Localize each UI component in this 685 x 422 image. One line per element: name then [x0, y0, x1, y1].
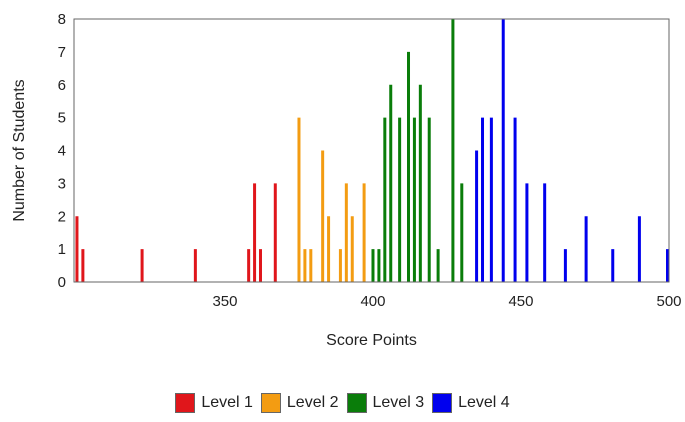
bar-level-3: [412, 117, 416, 282]
bar-level-4: [481, 117, 485, 282]
legend-swatch-level-1: [175, 393, 196, 413]
y-tick-label: 0: [58, 274, 66, 291]
bar-level-4: [563, 249, 567, 282]
bar-level-3: [371, 249, 375, 282]
bar-level-3: [377, 249, 381, 282]
bar-level-4: [489, 117, 493, 282]
legend: Level 1 Level 2 Level 3 Level 4: [0, 393, 685, 413]
x-tick-label: 350: [212, 293, 237, 310]
y-tick-label: 3: [58, 175, 66, 192]
bar-level-3: [418, 84, 422, 282]
bar-level-4: [637, 216, 641, 282]
bar-level-2: [327, 216, 331, 282]
y-tick-label: 1: [58, 241, 66, 258]
bar-level-3: [383, 117, 387, 282]
bar-level-3: [436, 249, 440, 282]
bar-level-4: [543, 183, 547, 282]
bar-level-4: [513, 117, 517, 282]
bar-level-2: [344, 183, 348, 282]
tick-labels: 0 1 2 3 4 5 6 7 8 350 400 450 500: [58, 11, 682, 310]
bar-level-3: [451, 19, 455, 282]
y-axis-label: Number of Students: [11, 79, 28, 221]
x-tick-label: 400: [360, 293, 385, 310]
bar-level-1: [193, 249, 197, 282]
bar-level-4: [525, 183, 529, 282]
bar-level-1: [140, 249, 144, 282]
bar-level-3: [427, 117, 431, 282]
bar-level-1: [273, 183, 277, 282]
y-tick-label: 7: [58, 44, 66, 61]
legend-item-level-2: Level 2: [260, 393, 339, 413]
chart: 0 1 2 3 4 5 6 7 8 350 400 450 500 Score Points Numbe…: [11, 11, 682, 349]
plot-frame: [73, 18, 670, 283]
x-axis-label: Score Points: [326, 332, 417, 349]
legend-swatch-level-3: [346, 393, 367, 413]
bar-level-3: [389, 84, 393, 282]
legend-swatch-level-4: [432, 393, 453, 413]
bar-level-4: [666, 249, 669, 282]
bar-level-3: [407, 51, 411, 282]
bar-level-3: [460, 183, 464, 282]
legend-label-level-3: Level 3: [372, 394, 425, 411]
bar-level-2: [350, 216, 354, 282]
y-tick-label: 8: [58, 11, 66, 28]
legend-item-level-3: Level 3: [346, 393, 425, 413]
bar-level-2: [321, 150, 325, 282]
bar-level-3: [398, 117, 402, 282]
bar-level-2: [362, 183, 366, 282]
x-tick-label: 500: [656, 293, 681, 310]
y-tick-label: 5: [58, 110, 66, 127]
bar-level-1: [258, 249, 262, 282]
bar-level-1: [247, 249, 251, 282]
legend-item-level-1: Level 1: [175, 393, 253, 413]
bar-level-2: [303, 249, 307, 282]
legend-label-level-1: Level 1: [201, 394, 253, 411]
bar-level-1: [253, 183, 257, 282]
x-tick-label: 450: [508, 293, 533, 310]
bar-level-4: [584, 216, 588, 282]
bar-level-2: [297, 117, 301, 282]
bar-level-1: [81, 249, 85, 282]
bar-level-1: [75, 216, 79, 282]
legend-item-level-4: Level 4: [432, 393, 510, 413]
bar-level-4: [611, 249, 615, 282]
y-tick-label: 2: [58, 208, 66, 225]
bar-level-2: [338, 249, 342, 282]
legend-label-level-4: Level 4: [458, 394, 510, 411]
legend-swatch-level-2: [260, 393, 281, 413]
y-tick-label: 4: [58, 143, 66, 160]
bar-level-4: [501, 19, 505, 282]
bar-level-2: [309, 249, 313, 282]
y-tick-label: 6: [58, 77, 66, 94]
bars: [75, 19, 669, 282]
legend-label-level-2: Level 2: [286, 394, 339, 411]
bar-level-4: [475, 150, 479, 282]
